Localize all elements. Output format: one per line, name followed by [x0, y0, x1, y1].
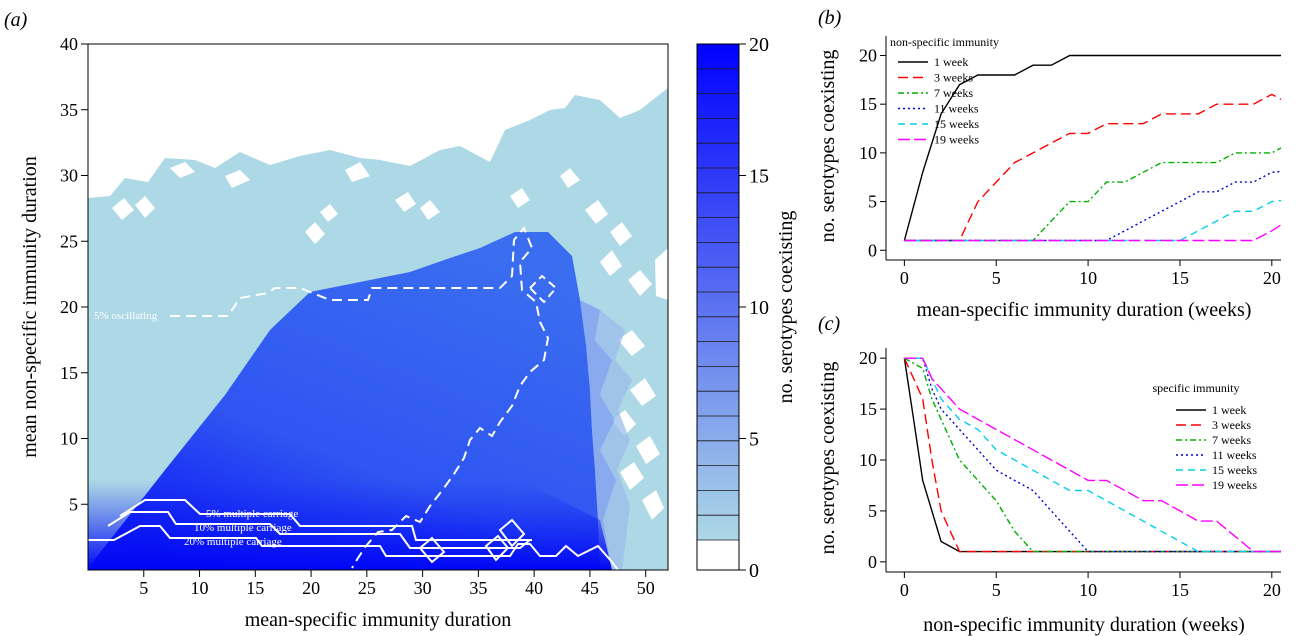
heatmap-panel: 5% oscillating 5% multiple carriage 10% …	[19, 34, 669, 631]
series-line-19-weeks	[904, 224, 1282, 242]
colorbar-tick-label: 15	[749, 166, 769, 188]
contour-carriage-20	[88, 525, 619, 571]
x-tick-label-a: 25	[358, 578, 376, 598]
heatmap-edge-steps	[580, 300, 616, 570]
x-tick-label: 0	[900, 268, 909, 288]
x-tick-label-a: 40	[525, 578, 543, 598]
x-tick-label-a: 10	[191, 578, 209, 598]
x-tick-label: 20	[1263, 580, 1281, 600]
y-tick-label: 15	[859, 399, 877, 419]
legend-label: 15 weeks	[934, 117, 979, 131]
y-tick-label: 0	[868, 552, 877, 572]
y-tick-label: 10	[859, 450, 877, 470]
series-line-15-weeks	[904, 199, 1282, 242]
y-tick-label: 0	[868, 240, 877, 260]
colorbar-tick-label: 0	[749, 560, 759, 582]
legend-title-c: specific immunity	[1153, 381, 1240, 395]
colorbar-title: no. serotypes coexisting	[775, 211, 797, 404]
legend-label: 11 weeks	[934, 102, 979, 116]
y-tick-label: 5	[868, 192, 877, 212]
contour-label-carriage-10: 10% multiple carriage	[194, 522, 292, 534]
y-axis-title-a: mean non-specific immunity duration	[19, 156, 41, 458]
y-tick-label-a: 30	[60, 166, 78, 186]
y-tick-label-a: 5	[69, 494, 78, 514]
x-tick-label-a: 30	[414, 578, 432, 598]
legend-label: 1 week	[1212, 403, 1246, 417]
contour-label-carriage-20: 20% multiple carriage	[184, 536, 282, 548]
x-tick-label: 10	[1079, 580, 1097, 600]
x-tick-label: 10	[1079, 268, 1097, 288]
y-axis-title-b: no. serotypes coexisting	[817, 50, 839, 243]
colorbar-zero-band	[697, 540, 739, 570]
y-tick-label: 5	[868, 501, 877, 521]
colorbar: 0 5 10 15 20 no. serotypes coexisting	[696, 34, 797, 582]
x-tick-label-a: 5	[139, 578, 148, 598]
series-line-11-weeks	[904, 170, 1282, 242]
x-axis-title-a: mean-specific immunity duration	[245, 609, 512, 631]
legend-label: 19 weeks	[1212, 478, 1257, 492]
legend-label: 1 week	[934, 55, 968, 69]
x-tick-label-a: 20	[302, 578, 320, 598]
legend-label: 7 weeks	[1212, 433, 1251, 447]
y-tick-label: 15	[859, 94, 877, 114]
panel-b-label: (b)	[818, 7, 842, 29]
x-tick-label: 0	[900, 580, 909, 600]
series-line-3-weeks	[904, 93, 1282, 242]
colorbar-tick-label: 10	[749, 297, 769, 319]
y-tick-label-a: 25	[60, 231, 78, 251]
colorbar-tick-label: 5	[749, 429, 759, 451]
series-line-15-weeks	[904, 357, 1281, 553]
series-line-7-weeks	[904, 147, 1282, 242]
y-tick-label: 10	[859, 143, 877, 163]
legend-label: 3 weeks	[934, 71, 973, 85]
x-tick-label-a: 45	[581, 578, 599, 598]
contour-carriage-5	[119, 499, 532, 541]
legend-title-b: non-specific immunity	[890, 35, 999, 49]
contour-carriage-10	[107, 511, 531, 549]
series-line-19-weeks	[904, 357, 1281, 553]
y-tick-label-a: 15	[60, 363, 78, 383]
panel-a-label: (a)	[4, 9, 28, 31]
y-tick-label-a: 20	[60, 297, 78, 317]
legend-label: 7 weeks	[934, 86, 973, 100]
x-tick-label-a: 50	[637, 578, 655, 598]
x-tick-label: 5	[992, 580, 1001, 600]
x-tick-label: 5	[992, 268, 1001, 288]
contour-label-carriage-5: 5% multiple carriage	[206, 508, 298, 520]
contour-oscillating	[170, 226, 550, 569]
y-axis-title-c: no. serotypes coexisting	[817, 362, 839, 555]
legend-label: 19 weeks	[934, 133, 979, 147]
y-tick-label-a: 10	[60, 429, 78, 449]
x-tick-label-a: 15	[246, 578, 264, 598]
series-line-3-weeks	[903, 357, 1281, 553]
series-line-11-weeks	[904, 357, 1281, 553]
contour-label-oscillating: 5% oscillating	[94, 310, 158, 322]
series-line-1-week	[903, 54, 1281, 241]
x-tick-label: 15	[1171, 268, 1189, 288]
x-tick-label: 15	[1171, 580, 1189, 600]
x-tick-label-a: 35	[469, 578, 487, 598]
y-tick-label-a: 40	[60, 34, 78, 54]
legend-label: 3 weeks	[1212, 418, 1251, 432]
panel-c-label: (c)	[818, 313, 841, 335]
y-tick-label-a: 35	[60, 100, 78, 120]
x-axis-title-b: mean-specific immunity duration (weeks)	[917, 299, 1252, 321]
contour-carriage-loops	[418, 518, 526, 564]
colorbar-tick-label: 20	[749, 34, 769, 56]
x-axis-title-c: non-specific immunity duration (weeks)	[923, 614, 1245, 636]
x-tick-label: 20	[1263, 268, 1281, 288]
y-tick-label: 20	[859, 348, 877, 368]
y-tick-label: 20	[859, 45, 877, 65]
legend-label: 11 weeks	[1212, 448, 1257, 462]
legend-label: 15 weeks	[1212, 463, 1257, 477]
